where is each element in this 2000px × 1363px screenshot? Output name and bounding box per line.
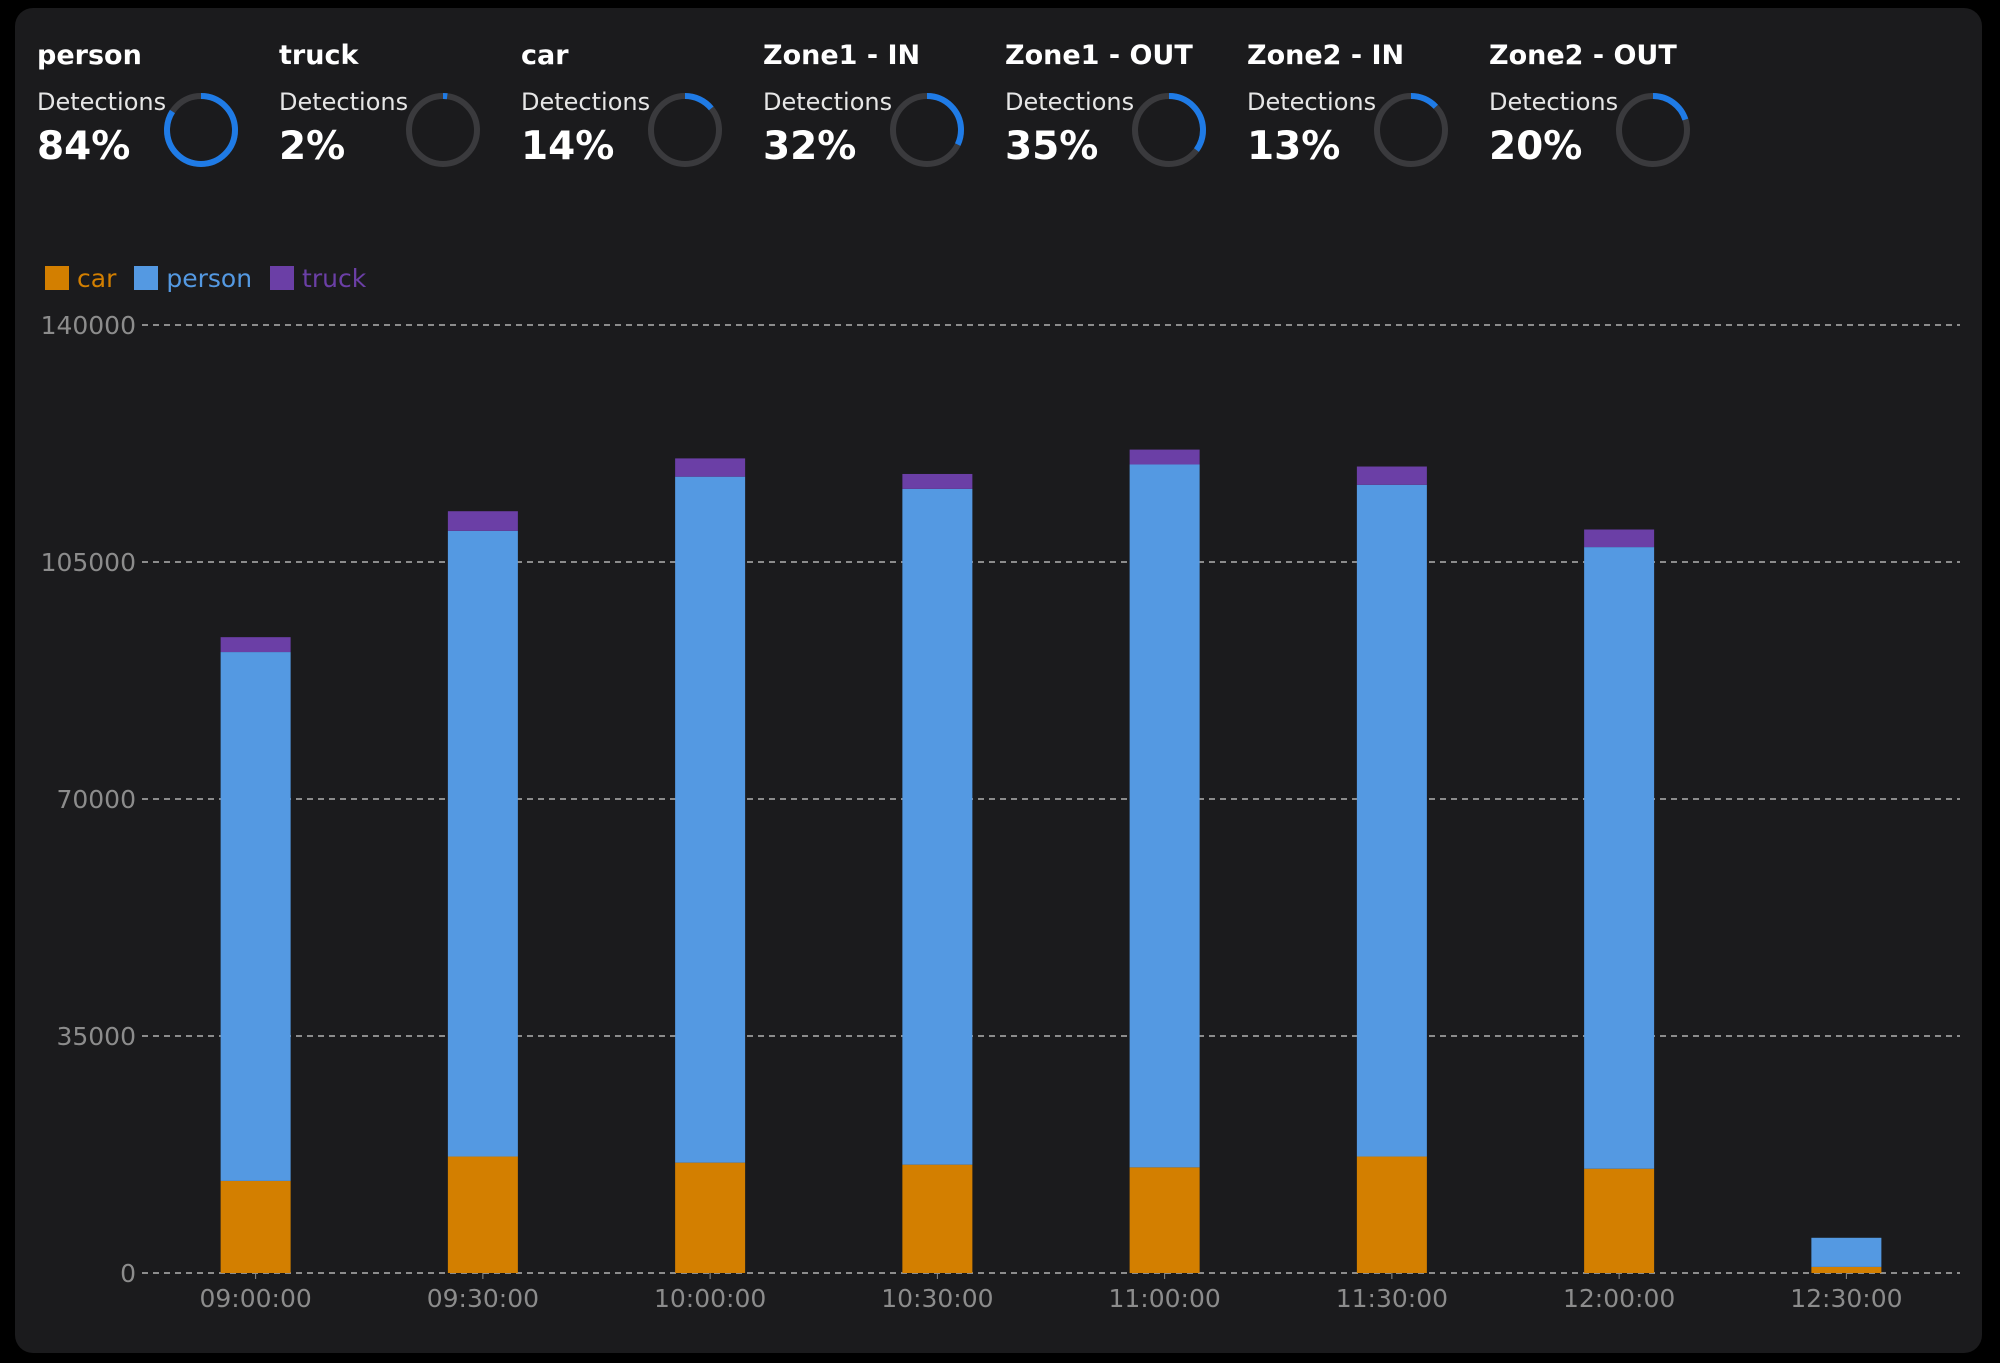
- ring-fill: [164, 93, 238, 167]
- ring-fill: [406, 93, 480, 167]
- x-tick-label: 09:00:00: [199, 1284, 311, 1313]
- legend-label-person: person: [166, 263, 253, 293]
- legend-item-truck[interactable]: truck: [270, 264, 366, 293]
- kpi-title: person: [37, 40, 142, 71]
- ring-fill: [648, 93, 722, 167]
- kpi-progress-ring: [1132, 93, 1206, 167]
- legend-swatch-person: [134, 266, 159, 290]
- ring-fill: [1374, 93, 1448, 167]
- y-tick-label: 0: [120, 1259, 136, 1288]
- kpi-card-person: person Detections 84%: [37, 30, 272, 180]
- x-tick-label: 11:00:00: [1108, 1284, 1220, 1313]
- kpi-row: person Detections 84% truck Detections 2…: [37, 30, 1737, 190]
- kpi-value: 84%: [37, 124, 131, 169]
- legend-item-car[interactable]: car: [45, 264, 116, 293]
- kpi-label: Detections: [37, 88, 167, 116]
- kpi-progress-ring: [164, 93, 238, 167]
- y-tick-label: 140000: [41, 311, 136, 340]
- kpi-card-zone2-in: Zone2 - IN Detections 13%: [1247, 30, 1482, 180]
- kpi-title: truck: [279, 40, 359, 71]
- kpi-card-zone1-out: Zone1 - OUT Detections 35%: [1005, 30, 1240, 180]
- bar-segment-truck[interactable]: [447, 511, 518, 531]
- bar-segment-truck[interactable]: [902, 473, 973, 489]
- bar-segment-person[interactable]: [447, 530, 518, 1157]
- bar-segment-truck[interactable]: [1356, 466, 1427, 485]
- bar-segment-person[interactable]: [1584, 547, 1655, 1169]
- bar-segment-car[interactable]: [220, 1180, 291, 1273]
- kpi-label: Detections: [763, 88, 893, 116]
- kpi-title: Zone2 - IN: [1247, 40, 1405, 71]
- x-tick-label: 12:00:00: [1563, 1284, 1675, 1313]
- ring-fill: [1132, 93, 1206, 167]
- bar-segment-person[interactable]: [1356, 484, 1427, 1157]
- kpi-label: Detections: [521, 88, 651, 116]
- kpi-label: Detections: [1489, 88, 1619, 116]
- ring-fill: [890, 93, 964, 167]
- x-tick-label: 12:30:00: [1790, 1284, 1902, 1313]
- bar-segment-truck[interactable]: [220, 637, 291, 653]
- bar-segment-car[interactable]: [1129, 1167, 1200, 1273]
- legend-swatch-truck: [270, 266, 295, 290]
- kpi-label: Detections: [279, 88, 409, 116]
- bar-segment-car[interactable]: [447, 1156, 518, 1273]
- bar-segment-person[interactable]: [1811, 1237, 1882, 1267]
- bar-segment-car[interactable]: [1584, 1168, 1655, 1273]
- bar-segment-person[interactable]: [220, 652, 291, 1181]
- legend-item-person[interactable]: person: [134, 264, 252, 293]
- kpi-value: 2%: [279, 124, 346, 169]
- y-tick-label: 105000: [41, 548, 136, 577]
- kpi-card-car: car Detections 14%: [521, 30, 756, 180]
- kpi-card-zone2-out: Zone2 - OUT Detections 20%: [1489, 30, 1724, 180]
- kpi-progress-ring: [1374, 93, 1448, 167]
- legend-label-truck: truck: [302, 263, 367, 293]
- bar-segment-truck[interactable]: [675, 458, 746, 477]
- x-tick-label: 10:30:00: [881, 1284, 993, 1313]
- bar-segment-person[interactable]: [902, 488, 973, 1165]
- x-tick-label: 10:00:00: [654, 1284, 766, 1313]
- kpi-value: 20%: [1489, 124, 1583, 169]
- bar-segment-car[interactable]: [1356, 1156, 1427, 1273]
- chart-legend: car person truck: [45, 260, 366, 296]
- y-tick-label: 35000: [56, 1022, 136, 1051]
- kpi-label: Detections: [1005, 88, 1135, 116]
- kpi-value: 14%: [521, 124, 615, 169]
- kpi-value: 32%: [763, 124, 857, 169]
- legend-swatch-car: [45, 266, 69, 290]
- kpi-title: Zone1 - OUT: [1005, 40, 1193, 71]
- kpi-value: 13%: [1247, 124, 1341, 169]
- bar-segment-truck[interactable]: [1584, 529, 1655, 548]
- kpi-progress-ring: [406, 93, 480, 167]
- kpi-label: Detections: [1247, 88, 1377, 116]
- x-tick-label: 09:30:00: [427, 1284, 539, 1313]
- bar-segment-truck[interactable]: [1129, 449, 1200, 465]
- dashboard-panel: [15, 8, 1982, 1353]
- kpi-progress-ring: [1616, 93, 1690, 167]
- kpi-card-truck: truck Detections 2%: [279, 30, 514, 180]
- x-tick-label: 11:30:00: [1336, 1284, 1448, 1313]
- bar-segment-car[interactable]: [902, 1164, 973, 1273]
- kpi-title: Zone1 - IN: [763, 40, 921, 71]
- bar-segment-car[interactable]: [675, 1162, 746, 1273]
- kpi-progress-ring: [890, 93, 964, 167]
- kpi-value: 35%: [1005, 124, 1099, 169]
- kpi-title: car: [521, 40, 569, 71]
- legend-label-car: car: [77, 263, 117, 293]
- kpi-card-zone1-in: Zone1 - IN Detections 32%: [763, 30, 998, 180]
- bar-segment-person[interactable]: [675, 476, 746, 1163]
- bar-segment-person[interactable]: [1129, 464, 1200, 1168]
- y-tick-label: 70000: [56, 785, 136, 814]
- kpi-progress-ring: [648, 93, 722, 167]
- kpi-title: Zone2 - OUT: [1489, 40, 1677, 71]
- ring-fill: [1616, 93, 1690, 167]
- bar-segment-car[interactable]: [1811, 1266, 1882, 1273]
